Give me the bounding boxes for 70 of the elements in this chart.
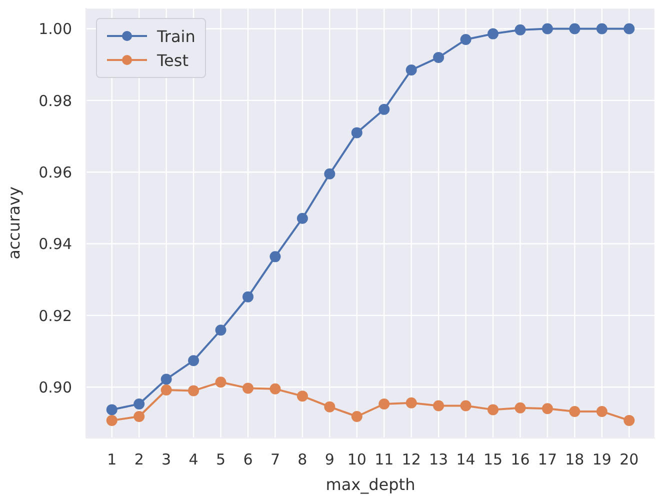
y-tick-label: 0.96 [38,163,72,182]
y-tick-label: 0.98 [38,92,72,110]
point [134,411,145,422]
point [215,324,226,336]
y-axis-title: accuravy [4,186,24,260]
point [378,398,390,410]
x-tick-label: 7 [270,450,280,469]
x-tick-label: 12 [402,450,421,469]
y-tick-label: 0.90 [38,378,72,396]
x-axis-title: max_depth [326,475,416,494]
point [270,383,281,394]
x-tick-label: 14 [456,450,476,469]
point [134,398,145,410]
point [160,374,172,385]
x-tick-label: 3 [162,450,172,469]
point [406,64,417,76]
x-tick-label: 9 [324,450,334,469]
x-tick-label: 1 [107,450,117,469]
point [624,414,635,426]
point [188,355,200,366]
point [242,382,254,394]
point [460,34,472,46]
point [351,127,362,138]
point [406,397,417,408]
legend-label: Train [157,26,196,46]
point [351,411,362,422]
point [215,376,226,388]
point [624,23,635,34]
point [324,401,336,412]
point [460,400,472,412]
point [569,23,580,34]
x-tick-label: 18 [565,450,584,469]
x-tick-label: 5 [216,450,226,469]
y-tick-label: 1.00 [38,20,72,38]
point [378,104,390,115]
point [488,404,499,416]
x-tick-label: 10 [347,450,366,469]
point [106,404,118,416]
x-tick-label: 6 [243,450,253,469]
x-tick-label: 20 [620,450,639,469]
point [188,385,200,396]
point [106,414,118,426]
x-tick-label: 13 [429,450,448,469]
x-tick-label: 15 [483,450,503,469]
point [324,168,336,180]
point [488,28,499,40]
legend-label: Test [157,50,189,70]
point [433,400,444,412]
x-tick-label: 19 [592,450,612,469]
point [542,403,553,414]
point [514,402,526,414]
point [296,212,308,224]
point [569,406,580,417]
x-tick-label: 16 [510,450,530,469]
x-tick-label: 8 [298,450,308,469]
point [160,384,172,396]
y-tick-label: 0.92 [38,306,72,325]
point [596,23,608,34]
point [596,406,608,417]
point [242,291,254,302]
point [542,23,553,34]
x-tick-label: 4 [188,450,198,469]
point [296,390,308,402]
point [514,24,526,36]
point [270,251,281,262]
x-tick-label: 17 [538,450,558,469]
point [433,52,444,63]
x-tick-label: 11 [374,450,394,469]
y-tick-label: 0.94 [38,235,72,254]
x-tick-label: 2 [134,450,144,469]
